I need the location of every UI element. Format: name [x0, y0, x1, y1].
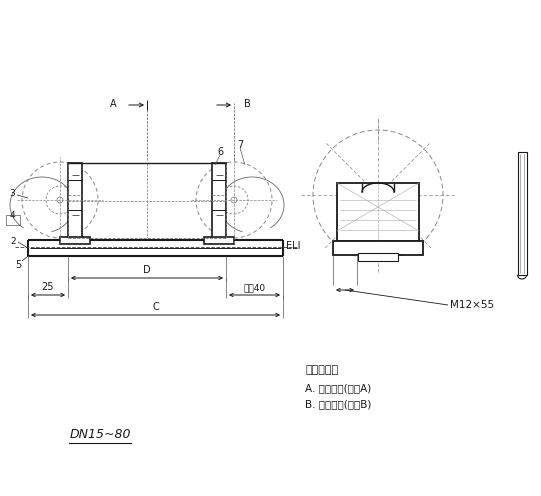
- Text: 2: 2: [10, 238, 16, 247]
- Text: B. 法兰夹持(图右B): B. 法兰夹持(图右B): [305, 399, 371, 409]
- Text: 4: 4: [9, 210, 15, 220]
- Text: M12×55: M12×55: [450, 300, 494, 310]
- Bar: [333, 241, 423, 255]
- Text: B: B: [244, 99, 250, 109]
- Bar: [60, 237, 90, 244]
- Bar: [68, 163, 82, 240]
- Bar: [337, 183, 419, 241]
- Text: 孔长40: 孔长40: [243, 283, 266, 292]
- Text: 夹持方式：: 夹持方式：: [305, 365, 338, 375]
- Text: A: A: [110, 99, 116, 109]
- Bar: [6, 215, 20, 225]
- Text: ELI: ELI: [286, 241, 300, 251]
- Text: 6: 6: [217, 147, 223, 157]
- Text: C: C: [152, 302, 159, 312]
- Bar: [518, 152, 527, 275]
- Text: DN15~80: DN15~80: [69, 429, 131, 441]
- Bar: [212, 163, 226, 240]
- Text: D: D: [143, 265, 151, 275]
- Text: 7: 7: [237, 140, 243, 150]
- Text: A. 整体夹持(图左A): A. 整体夹持(图左A): [305, 383, 371, 393]
- Text: 25: 25: [42, 282, 54, 292]
- Text: 5: 5: [15, 260, 21, 270]
- Bar: [358, 253, 398, 261]
- Bar: [204, 237, 234, 244]
- Text: 3: 3: [9, 188, 15, 197]
